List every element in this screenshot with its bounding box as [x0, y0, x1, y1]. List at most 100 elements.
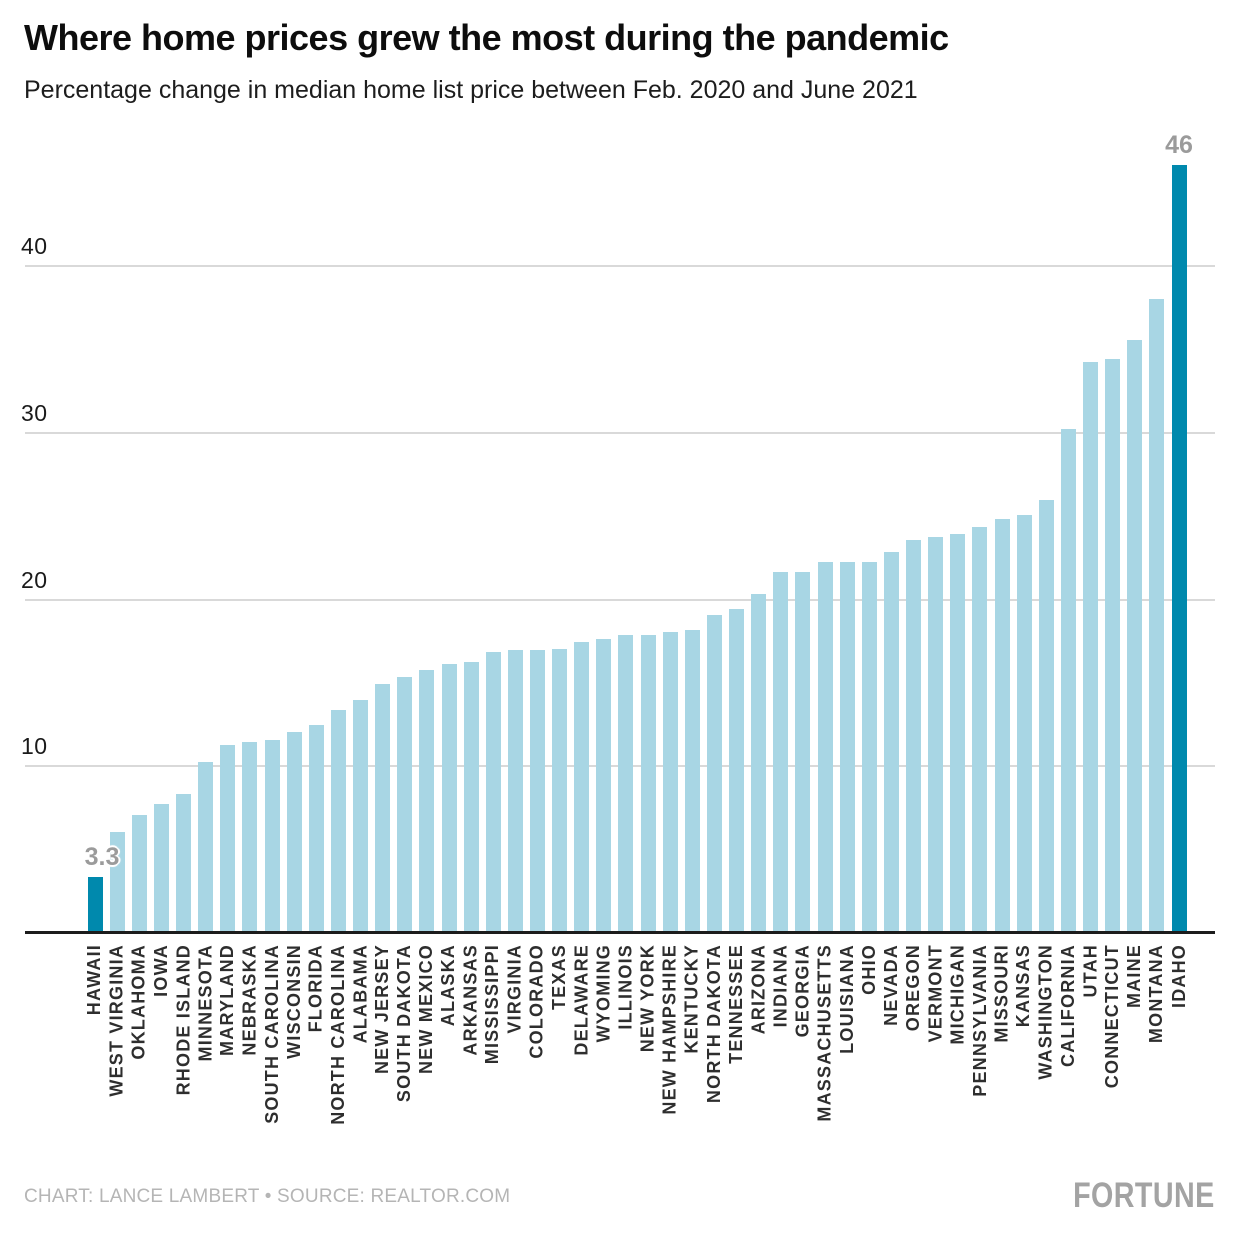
x-label-south-dakota: SOUTH DAKOTA — [96, 944, 414, 1102]
x-label-text: MISSISSIPPI — [482, 944, 503, 1065]
x-label-text: CONNECTICUT — [1102, 944, 1123, 1089]
page-title: Where home prices grew the most during t… — [24, 17, 949, 58]
bar-maine — [1127, 340, 1143, 932]
bar-arkansas — [463, 662, 479, 932]
x-label-text: KENTUCKY — [681, 944, 702, 1054]
x-label-text: TEXAS — [549, 944, 570, 1011]
bar-iowa — [153, 804, 169, 932]
x-label-oklahoma: OKLAHOMA — [0, 944, 149, 1060]
x-label-illinois: ILLINOIS — [317, 944, 635, 1030]
bar-hawaii — [87, 877, 103, 932]
x-label-text: VERMONT — [925, 944, 946, 1043]
y-axis-tick-40: 40 — [21, 233, 48, 259]
x-label-text: MISSOURI — [991, 944, 1012, 1043]
x-label-text: HAWAII — [84, 944, 105, 1016]
x-label-text: MASSACHUSETTS — [814, 944, 835, 1122]
x-label-text: NEBRASKA — [239, 944, 260, 1056]
x-label-georgia: GEORGIA — [494, 944, 812, 1037]
fortune-logo: FORTUNE — [1073, 1176, 1215, 1215]
x-label-text: SOUTH CAROLINA — [261, 944, 282, 1124]
bar-vermont — [928, 537, 944, 932]
x-label-text: LOUISIANA — [836, 944, 857, 1054]
bar-colorado — [529, 650, 545, 932]
x-label-virginia: VIRGINIA — [207, 944, 525, 1034]
bar-alaska — [441, 664, 457, 932]
bar-mississippi — [485, 652, 501, 932]
x-label-text: ALASKA — [438, 944, 459, 1027]
bar-nebraska — [242, 742, 258, 932]
x-label-north-dakota: NORTH DAKOTA — [406, 944, 724, 1103]
x-label-text: ARIZONA — [748, 944, 769, 1035]
y-axis-tick-20: 20 — [21, 567, 48, 593]
x-label-text: DELAWARE — [571, 944, 592, 1056]
x-label-nevada: NEVADA — [583, 944, 901, 1026]
x-label-wyoming: WYOMING — [295, 944, 613, 1042]
x-label-new-mexico: NEW MEXICO — [118, 944, 436, 1074]
x-label-mississippi: MISSISSIPPI — [185, 944, 503, 1064]
x-label-florida: FLORIDA — [8, 944, 326, 1032]
bar-new-york — [640, 635, 656, 932]
bar-rhode-island — [176, 794, 191, 932]
x-label-kentucky: KENTUCKY — [384, 944, 702, 1054]
x-label-text: ARKANSAS — [460, 944, 481, 1056]
chart-credit: CHART: LANCE LAMBERT • SOURCE: REALTOR.C… — [24, 1186, 511, 1207]
bar-north-carolina — [330, 710, 346, 932]
x-label-washington: WASHINGTON — [738, 944, 1056, 1080]
x-label-missouri: MISSOURI — [694, 944, 1012, 1043]
x-label-text: OHIO — [858, 944, 879, 995]
x-label-text: ALABAMA — [350, 944, 370, 1044]
y-gridline-40 — [25, 265, 1215, 267]
x-label-indiana: INDIANA — [472, 944, 790, 1027]
bar-minnesota — [198, 762, 214, 932]
x-label-text: MARYLAND — [217, 944, 238, 1056]
x-label-arizona: ARIZONA — [450, 944, 768, 1034]
bar-virginia — [507, 650, 523, 932]
bar-ohio — [861, 562, 877, 932]
bar-west-virginia — [109, 832, 125, 932]
x-label-minnesota: MINNESOTA — [0, 944, 215, 1061]
x-label-alaska: ALASKA — [141, 944, 459, 1026]
x-label-text: NORTH CAROLINA — [327, 944, 348, 1125]
x-label-wisconsin: WISCONSIN — [0, 944, 304, 1059]
x-label-kansas: KANSAS — [716, 944, 1034, 1027]
x-label-arkansas: ARKANSAS — [163, 944, 481, 1056]
bar-new-hampshire — [662, 632, 678, 932]
bar-maryland — [220, 745, 236, 932]
x-label-text: RHODE ISLAND — [173, 944, 193, 1096]
x-label-text: GEORGIA — [792, 944, 813, 1038]
x-label-text: FLORIDA — [305, 944, 326, 1033]
x-label-text: WASHINGTON — [1035, 944, 1056, 1080]
x-label-hawaii: HAWAII — [0, 944, 105, 1015]
bar-oregon — [906, 540, 921, 932]
bar-north-dakota — [706, 615, 722, 932]
bar-washington — [1038, 500, 1054, 932]
x-label-text: NORTH DAKOTA — [703, 944, 724, 1104]
x-label-text: INDIANA — [770, 944, 791, 1028]
x-label-south-carolina: SOUTH CAROLINA — [0, 944, 282, 1124]
x-label-texas: TEXAS — [251, 944, 569, 1010]
bar-louisiana — [839, 562, 855, 932]
bar-massachusetts — [817, 562, 833, 932]
bar-alabama — [353, 700, 368, 932]
bar-connecticut — [1105, 359, 1121, 932]
x-label-text: WYOMING — [593, 944, 614, 1043]
x-label-ohio: OHIO — [561, 944, 879, 995]
x-label-maryland: MARYLAND — [0, 944, 237, 1056]
page-subtitle: Percentage change in median home list pr… — [24, 76, 918, 104]
x-label-connecticut: CONNECTICUT — [804, 944, 1122, 1088]
bar-pennsylvania — [972, 527, 988, 932]
x-label-text: NEW MEXICO — [416, 944, 437, 1075]
bar-michigan — [950, 534, 966, 932]
x-label-text: IOWA — [150, 944, 171, 997]
bar-georgia — [795, 572, 811, 932]
x-label-text: OKLAHOMA — [128, 944, 149, 1060]
x-label-colorado: COLORADO — [229, 944, 547, 1059]
x-label-rhode-island: RHODE ISLAND — [0, 944, 193, 1095]
bar-utah — [1083, 362, 1098, 932]
x-label-text: MINNESOTA — [195, 944, 216, 1062]
x-label-text: MAINE — [1124, 944, 1145, 1008]
bar-missouri — [994, 519, 1010, 932]
bar-new-jersey — [375, 684, 391, 932]
x-label-nebraska: NEBRASKA — [0, 944, 259, 1056]
